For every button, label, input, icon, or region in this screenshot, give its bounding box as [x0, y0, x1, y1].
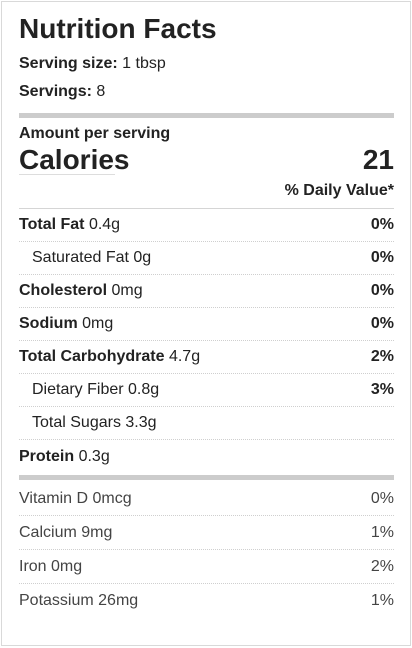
nutrient-amount: 0.8g	[128, 381, 160, 398]
nutrient-name: Dietary Fiber	[32, 381, 124, 398]
nutrient-row: Total Fat 0.4g 0%	[19, 209, 394, 242]
nutrient-name-cell: Sodium 0mg	[19, 315, 113, 333]
nutrient-amount: 0.3g	[78, 447, 110, 465]
servings-value: 8	[96, 83, 106, 100]
calories-underline	[19, 174, 115, 175]
nutrient-name-cell: Total Sugars 3.3g	[19, 414, 157, 432]
serving-size-value: 1 tbsp	[122, 55, 166, 72]
calories-label: Calories	[19, 144, 130, 175]
nutrient-amount: 3.3g	[125, 414, 157, 431]
nutrient-name: Protein	[19, 447, 75, 465]
vitamin-daily-value: 1%	[370, 523, 394, 541]
label-title: Nutrition Facts	[19, 13, 217, 44]
vitamin-daily-value: 2%	[370, 557, 394, 575]
vitamin-amount: 9mg	[81, 523, 113, 541]
nutrient-row: Dietary Fiber 0.8g 3%	[19, 374, 394, 407]
nutrient-name: Saturated Fat	[32, 249, 129, 266]
nutrient-row: Sodium 0mg 0%	[19, 308, 394, 341]
nutrient-amount: 4.7g	[168, 348, 201, 365]
vitamin-row: Vitamin D 0mcg 0%	[19, 482, 394, 516]
vitamin-row: Potassium 26mg 1%	[19, 584, 394, 618]
nutrient-daily-value: 0%	[370, 282, 394, 299]
vitamin-name: Vitamin D	[19, 489, 89, 507]
vitamin-name-cell: Iron 0mg	[19, 558, 82, 576]
serving-size-row: Serving size: 1 tbsp	[19, 54, 394, 82]
calories-value: 21	[362, 144, 394, 175]
nutrient-amount: 0g	[133, 249, 152, 266]
nutrient-amount: 0mg	[111, 282, 143, 299]
vitamin-name: Iron	[19, 557, 47, 575]
vitamin-name-cell: Vitamin D 0mcg	[19, 490, 132, 508]
nutrient-name: Total Fat	[19, 216, 85, 233]
nutrient-row: Total Carbohydrate 4.7g 2%	[19, 341, 394, 374]
vitamin-daily-value: 1%	[370, 592, 394, 609]
nutrient-name-cell: Total Carbohydrate 4.7g	[19, 348, 200, 366]
nutrient-name: Total Sugars	[32, 414, 121, 431]
servings-row: Servings: 8	[19, 82, 394, 110]
nutrient-name-cell: Protein 0.3g	[19, 448, 110, 466]
divider-thick-vitamins	[19, 475, 394, 480]
vitamin-amount: 26mg	[98, 592, 139, 609]
vitamin-name-cell: Potassium 26mg	[19, 592, 138, 610]
nutrient-daily-value: 2%	[370, 348, 394, 365]
servings-label: Servings:	[19, 83, 92, 100]
vitamin-list: Vitamin D 0mcg 0% Calcium 9mg 1% Iron 0m…	[19, 482, 394, 618]
daily-value-header: % Daily Value*	[19, 181, 394, 209]
vitamin-name: Potassium	[19, 592, 94, 609]
calories-row: Calories 21	[19, 144, 394, 176]
nutrient-name-cell: Saturated Fat 0g	[19, 249, 151, 267]
nutrient-name: Sodium	[19, 315, 78, 332]
vitamin-name-cell: Calcium 9mg	[19, 524, 112, 542]
vitamin-daily-value: 0%	[370, 489, 394, 507]
nutrient-list: Total Fat 0.4g 0% Saturated Fat 0g 0% Ch…	[19, 209, 394, 473]
vitamin-amount: 0mg	[51, 557, 83, 575]
vitamin-row: Iron 0mg 2%	[19, 550, 394, 584]
vitamin-name: Calcium	[19, 523, 77, 541]
nutrient-amount: 0mg	[82, 315, 114, 332]
vitamin-row: Calcium 9mg 1%	[19, 516, 394, 550]
vitamin-amount: 0mcg	[92, 489, 132, 507]
nutrient-daily-value: 0%	[370, 216, 394, 233]
nutrient-row: Cholesterol 0mg 0%	[19, 275, 394, 308]
nutrient-row: Saturated Fat 0g 0%	[19, 242, 394, 275]
divider-thick-top	[19, 113, 394, 118]
serving-size-label: Serving size:	[19, 55, 118, 72]
nutrient-name: Total Carbohydrate	[19, 348, 165, 365]
nutrient-name: Cholesterol	[19, 282, 108, 299]
nutrient-row: Protein 0.3g	[19, 440, 394, 473]
nutrient-name-cell: Cholesterol 0mg	[19, 282, 143, 300]
amount-per-serving: Amount per serving	[19, 125, 171, 142]
nutrient-daily-value: 0%	[370, 249, 394, 266]
nutrient-daily-value: 3%	[370, 381, 394, 398]
nutrient-daily-value: 0%	[370, 315, 394, 332]
nutrient-row: Total Sugars 3.3g	[19, 407, 394, 440]
nutrient-amount: 0.4g	[88, 216, 121, 233]
nutrient-name-cell: Dietary Fiber 0.8g	[19, 381, 159, 399]
nutrient-name-cell: Total Fat 0.4g	[19, 216, 120, 234]
